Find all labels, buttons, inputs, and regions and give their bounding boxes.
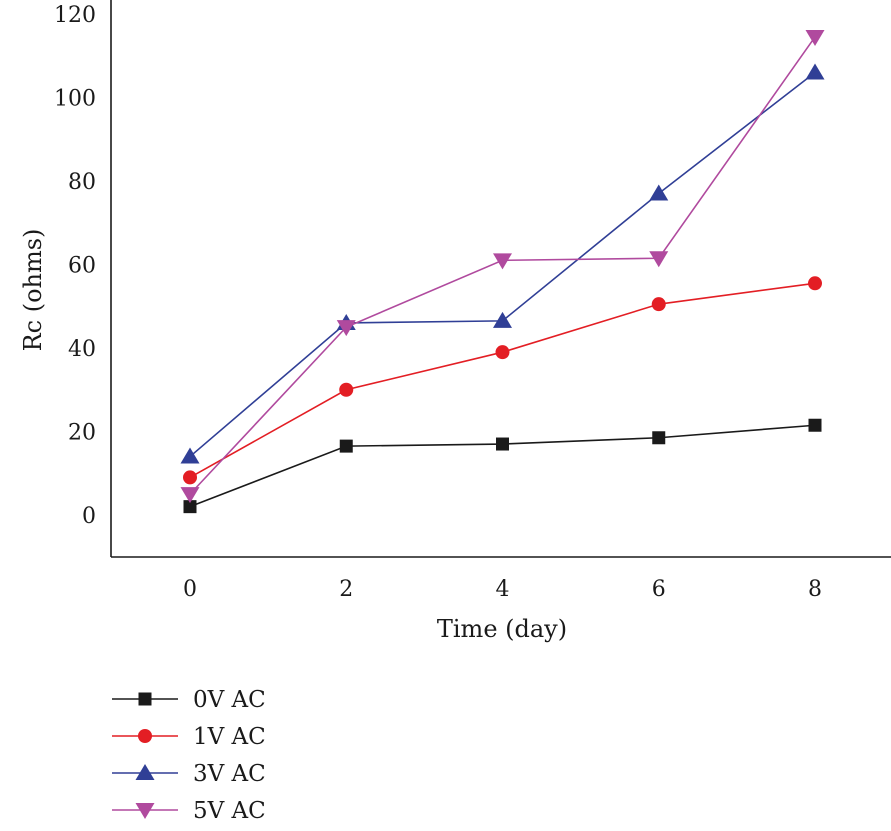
data-point — [180, 447, 200, 464]
data-point — [493, 311, 512, 328]
x-axis-ticks: 0 2 4 6 8 — [183, 577, 822, 602]
y-tick-label: 40 — [68, 337, 96, 362]
legend-label: 0V AC — [193, 687, 266, 713]
data-point — [652, 431, 666, 445]
series-1 — [183, 276, 822, 485]
data-point — [339, 382, 354, 397]
x-tick-label: 6 — [652, 577, 666, 602]
data-point — [496, 437, 509, 451]
legend-label: 5V AC — [193, 798, 266, 824]
legend-label: 3V AC — [193, 761, 266, 787]
x-tick-label: 2 — [339, 577, 353, 602]
data-point — [649, 251, 669, 268]
data-point — [808, 276, 822, 291]
legend: 0V AC 1V AC 3V AC 5V AC — [112, 687, 266, 824]
y-tick-label: 0 — [82, 504, 96, 529]
data-point — [183, 500, 197, 514]
x-tick-label: 4 — [496, 577, 510, 602]
data-point — [339, 439, 353, 453]
data-point — [805, 63, 825, 80]
legend-marker — [138, 692, 152, 706]
y-tick-label: 60 — [68, 254, 96, 279]
legend-label: 1V AC — [193, 724, 266, 750]
data-point — [808, 418, 822, 432]
y-tick-label: 100 — [54, 87, 96, 112]
x-tick-label: 8 — [808, 577, 822, 602]
series-line — [189, 424, 816, 508]
series-3 — [180, 29, 825, 504]
legend-marker — [135, 803, 155, 819]
series-0 — [183, 418, 822, 514]
y-axis-title: Rc (ohms) — [19, 229, 47, 352]
legend-item: 3V AC — [112, 761, 266, 787]
data-point — [649, 184, 669, 201]
legend-item: 0V AC — [112, 687, 266, 713]
x-axis-title: Time (day) — [437, 615, 567, 643]
data-point — [180, 487, 200, 504]
data-point — [493, 253, 512, 270]
legend-item: 5V AC — [112, 798, 266, 824]
axes — [110, 0, 891, 558]
x-tick-label: 0 — [183, 577, 197, 602]
data-point — [183, 470, 197, 485]
y-tick-label: 120 — [54, 3, 96, 28]
legend-item: 1V AC — [112, 724, 266, 750]
data-point — [495, 345, 510, 360]
legend-marker — [138, 729, 152, 743]
y-tick-label: 20 — [68, 421, 96, 446]
data-point — [336, 320, 356, 337]
data-point — [805, 29, 825, 46]
data-point — [651, 297, 666, 312]
y-tick-label: 80 — [68, 170, 96, 195]
legend-marker — [135, 764, 155, 780]
plot-area — [180, 29, 825, 514]
y-axis-ticks: 0 20 40 60 80 100 120 — [54, 3, 96, 529]
